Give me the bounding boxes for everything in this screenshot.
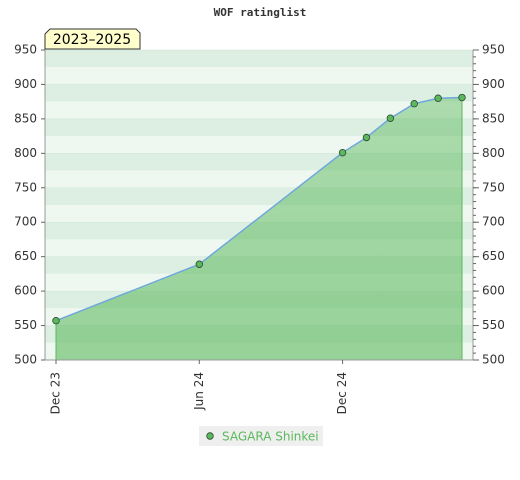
y2-tick-label: 850: [482, 111, 505, 125]
y-tick-label: 950: [14, 43, 37, 57]
badge-label: 2023–2025: [53, 32, 131, 48]
area: [56, 97, 462, 361]
point: [434, 94, 442, 102]
x-tick-label: Jun 24: [192, 372, 206, 411]
background-band: [45, 84, 473, 102]
y-tick-label: 600: [14, 284, 37, 298]
point: [338, 148, 347, 157]
legend-box: [199, 426, 323, 446]
y2-tick-label: 700: [482, 215, 505, 229]
point: [458, 93, 466, 102]
line: [55, 96, 463, 322]
background-band: [45, 67, 473, 85]
point: [52, 317, 60, 325]
y2-tick-label: 550: [482, 318, 505, 332]
chart-title: WOF ratinglist: [214, 6, 307, 19]
x-tick-label: Dec 24: [335, 372, 349, 414]
background-band: [45, 118, 473, 137]
y2-tick-label: 750: [482, 180, 505, 194]
y2-tick-label: 800: [482, 146, 505, 160]
background-band: [45, 101, 473, 119]
y-tick-label: 750: [14, 180, 37, 194]
y2-tick-label: 500: [482, 353, 505, 367]
point: [195, 260, 203, 268]
point: [410, 100, 418, 108]
y2-tick-label: 900: [482, 77, 505, 91]
y2-tick-label: 600: [482, 284, 505, 298]
point: [386, 114, 395, 122]
point: [362, 133, 371, 142]
legend-marker: [206, 432, 214, 440]
badge: [44, 28, 141, 50]
y-tick-label: 700: [14, 215, 37, 229]
y-tick-label: 800: [14, 146, 37, 160]
y2-tick-label: 650: [482, 249, 505, 263]
y-tick-label: 500: [14, 353, 37, 367]
y-tick-label: 850: [14, 111, 37, 125]
x-tick-label: Dec 23: [49, 372, 63, 414]
y2-tick-label: 950: [482, 43, 505, 57]
y-tick-label: 900: [14, 77, 37, 91]
legend-label: SAGARA Shinkei: [222, 430, 319, 444]
background-band: [45, 50, 473, 68]
y-tick-label: 550: [14, 318, 37, 332]
y-tick-label: 650: [14, 249, 37, 263]
